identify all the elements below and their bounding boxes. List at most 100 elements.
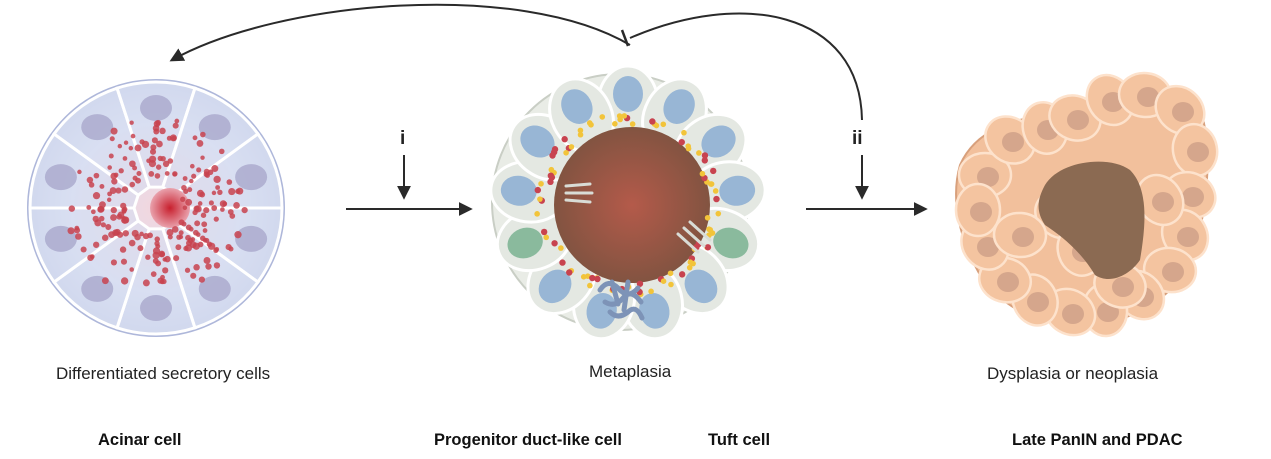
metaplasia-granule [577,127,584,134]
zymogen-granule [182,205,188,210]
zymogen-granule [92,192,101,200]
zymogen-granule [167,234,173,240]
duct-nucleus [520,125,555,158]
zymogen-granule [176,234,182,240]
duct-nucleus [538,269,572,304]
zymogen-granule [157,277,164,284]
metaplasia-granule [707,226,714,233]
metaplasia-granule [548,166,555,173]
metaplasia-granule [701,152,709,159]
metaplasia-granule [568,144,575,150]
zymogen-granule [195,232,201,237]
metaplasia-granule [588,121,594,128]
zymogen-granule [213,262,221,269]
metaplasia-granules [534,113,722,298]
zymogen-granule [208,200,214,206]
step-i-label: i [400,128,406,149]
duct-nucleus [500,175,537,206]
zymogen-granule [190,272,197,279]
zymogen-granule [110,206,117,214]
zymogen-granule [184,267,191,273]
zymogen-granule [105,224,112,231]
zymogen-granule [128,239,136,247]
acinar-lumen [150,188,190,228]
zymogen-granule [120,258,128,265]
zymogen-granule [75,233,82,240]
duct-nucleus [719,175,756,206]
zymogen-granule [151,137,158,144]
caption-metaplasia: Metaplasia [589,362,672,381]
zymogen-granule [215,185,221,190]
label-acinar-cell: Acinar cell [98,431,182,449]
zymogen-granule [211,205,218,211]
zymogen-granule [175,244,182,251]
neoplastic-nucleus [970,202,992,222]
neoplastic-cells [954,71,1219,338]
metaplasia-granule [580,274,587,280]
zymogen-granule [99,201,106,209]
zymogen-granule [164,171,170,176]
zymogen-granule [106,197,112,203]
metaplasia-granule [551,146,559,153]
zymogen-granule [162,267,169,274]
acinar-nucleus [198,114,231,141]
zymogen-granule [178,230,184,236]
zymogen-granule [171,226,179,233]
metaplasia-granule [612,121,618,127]
zymogen-granule [111,178,118,185]
metaplasia-granule [548,174,556,181]
metaplasia-granule [710,167,717,175]
neoplastic-nucleus [1112,277,1134,297]
zymogen-granule [200,155,205,160]
metaplasia-granule [660,121,667,128]
zymogen-granule [234,231,242,239]
zymogen-granule [187,187,193,193]
zymogen-granule [136,171,142,177]
metaplasia-granule [686,264,693,271]
step-ii-label: ii [852,128,863,149]
zymogen-granule [197,241,204,248]
zymogen-granule [101,234,109,241]
zymogen-granule [211,165,219,173]
tuft-nucleus [507,227,543,259]
neoplastic-nucleus [1187,142,1209,162]
zymogen-granule [183,188,189,194]
duct-nucleus [663,89,695,124]
zymogen-granule [108,231,115,238]
zymogen-granule [180,196,186,202]
metaplasia-granule [667,270,674,277]
zymogen-granule [196,189,204,197]
zymogen-granule [132,175,138,181]
zymogen-granule [213,216,219,222]
caption-acinar: Differentiated secretory cells [56,364,271,383]
zymogen-granule [233,202,240,209]
metaplasia-granule [678,271,686,278]
metaplasia-granule [701,157,709,164]
metaplasia-cluster [489,64,767,341]
zymogen-granule [241,206,248,214]
zymogen-granule [117,143,123,149]
zymogen-granule [67,227,75,235]
zymogen-granule [100,222,106,228]
zymogen-granule [110,127,118,135]
zymogen-granule [203,168,210,175]
zymogen-granule [134,144,142,152]
neoplastic-nucleus [1027,292,1049,312]
zymogen-granule [196,167,202,173]
zymogen-granule [155,243,161,249]
zymogen-granules [67,118,248,287]
zymogen-granule [198,276,206,283]
zymogen-granule [229,213,236,219]
acinar-nucleus [140,295,172,321]
zymogen-granule [172,122,179,129]
zymogen-granule [86,176,94,184]
zymogen-granule [110,259,117,266]
neoplastic-nucleus [1162,262,1184,282]
metaplasia-granule [715,210,722,217]
zymogen-granule [182,176,188,181]
zymogen-granule [99,183,105,189]
metaplasia-granule [577,131,584,138]
metaplasia-lumen [554,127,710,283]
zymogen-granule [145,254,151,260]
zymogen-granule [228,246,234,252]
